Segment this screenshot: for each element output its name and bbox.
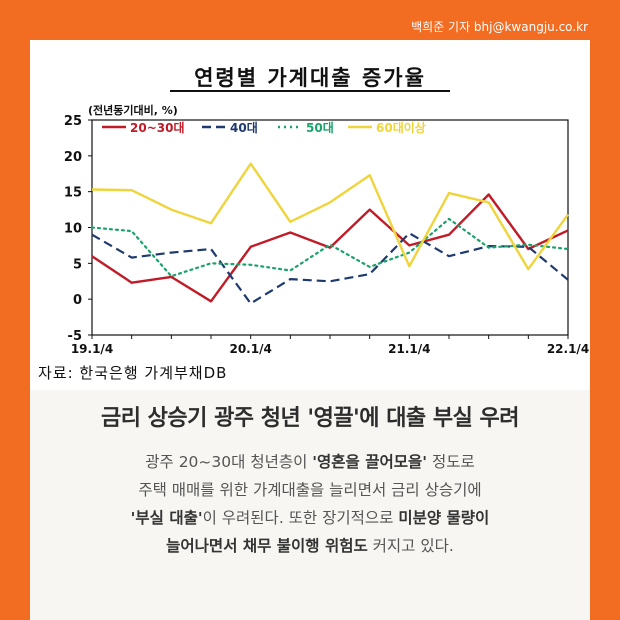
headline: 금리 상승기 광주 청년 '영끌'에 대출 부실 우려 xyxy=(101,406,519,431)
y-tick-label: 0 xyxy=(73,293,82,308)
body-line: '부실 대출'이 우려된다. 또한 장기적으로 미분양 물량이 xyxy=(130,509,490,527)
card: 연령별 가계대출 증가율 (전년동기대비, %) 25 20 15 10 5 0 -5 19.… xyxy=(30,40,590,620)
x-tick-label: 21.1/4 xyxy=(388,342,430,356)
legend-label: 60대이상 xyxy=(376,120,426,135)
body-line: 주택 매매를 위한 가계대출을 늘리면서 금리 상승기에 xyxy=(138,481,482,499)
source-note: 자료: 한국은행 가계부채DB xyxy=(38,364,228,382)
line-chart: 25 20 15 10 5 0 -519.1/4 20.1/4 21.1/4 22.1/4 20~3… xyxy=(64,114,589,356)
chart-title-underline xyxy=(170,90,450,92)
chart-title: 연령별 가계대출 증가율 xyxy=(194,66,426,90)
legend-label: 20~30대 xyxy=(130,121,185,135)
chart-panel: 연령별 가계대출 증가율 (전년동기대비, %) 25 20 15 10 5 0 -5 19.… xyxy=(30,40,590,390)
body-line: 늘어나면서 채무 불이행 위험도 커지고 있다. xyxy=(166,537,454,555)
y-tick-label: 5 xyxy=(73,257,82,272)
plot-frame xyxy=(91,119,569,336)
y-tick-label: 20 xyxy=(64,150,82,165)
y-tick-label: 25 xyxy=(64,114,82,129)
series-line xyxy=(91,232,569,305)
credit-line: 백희준 기자 bhj@kwangju.co.kr xyxy=(411,20,588,34)
body-line: 광주 20~30대 청년층이 '영혼을 끌어모을' 정도로 xyxy=(145,453,475,471)
x-tick-label: 19.1/4 xyxy=(71,342,113,356)
series-line xyxy=(91,193,569,303)
x-tick-label: 20.1/4 xyxy=(229,342,271,356)
unit-label: (전년동기대비, %) xyxy=(88,104,178,117)
x-tick-label: 22.1/4 xyxy=(547,342,589,356)
legend-label: 50대 xyxy=(306,121,334,135)
body-text: 광주 20~30대 청년층이 '영혼을 끌어모을' 정도로 주택 매매를 위한 … xyxy=(50,448,570,560)
legend-label: 40대 xyxy=(230,121,258,135)
y-tick-label: -5 xyxy=(68,329,82,344)
y-tick-label: 15 xyxy=(64,186,82,201)
y-tick-label: 10 xyxy=(64,222,82,237)
